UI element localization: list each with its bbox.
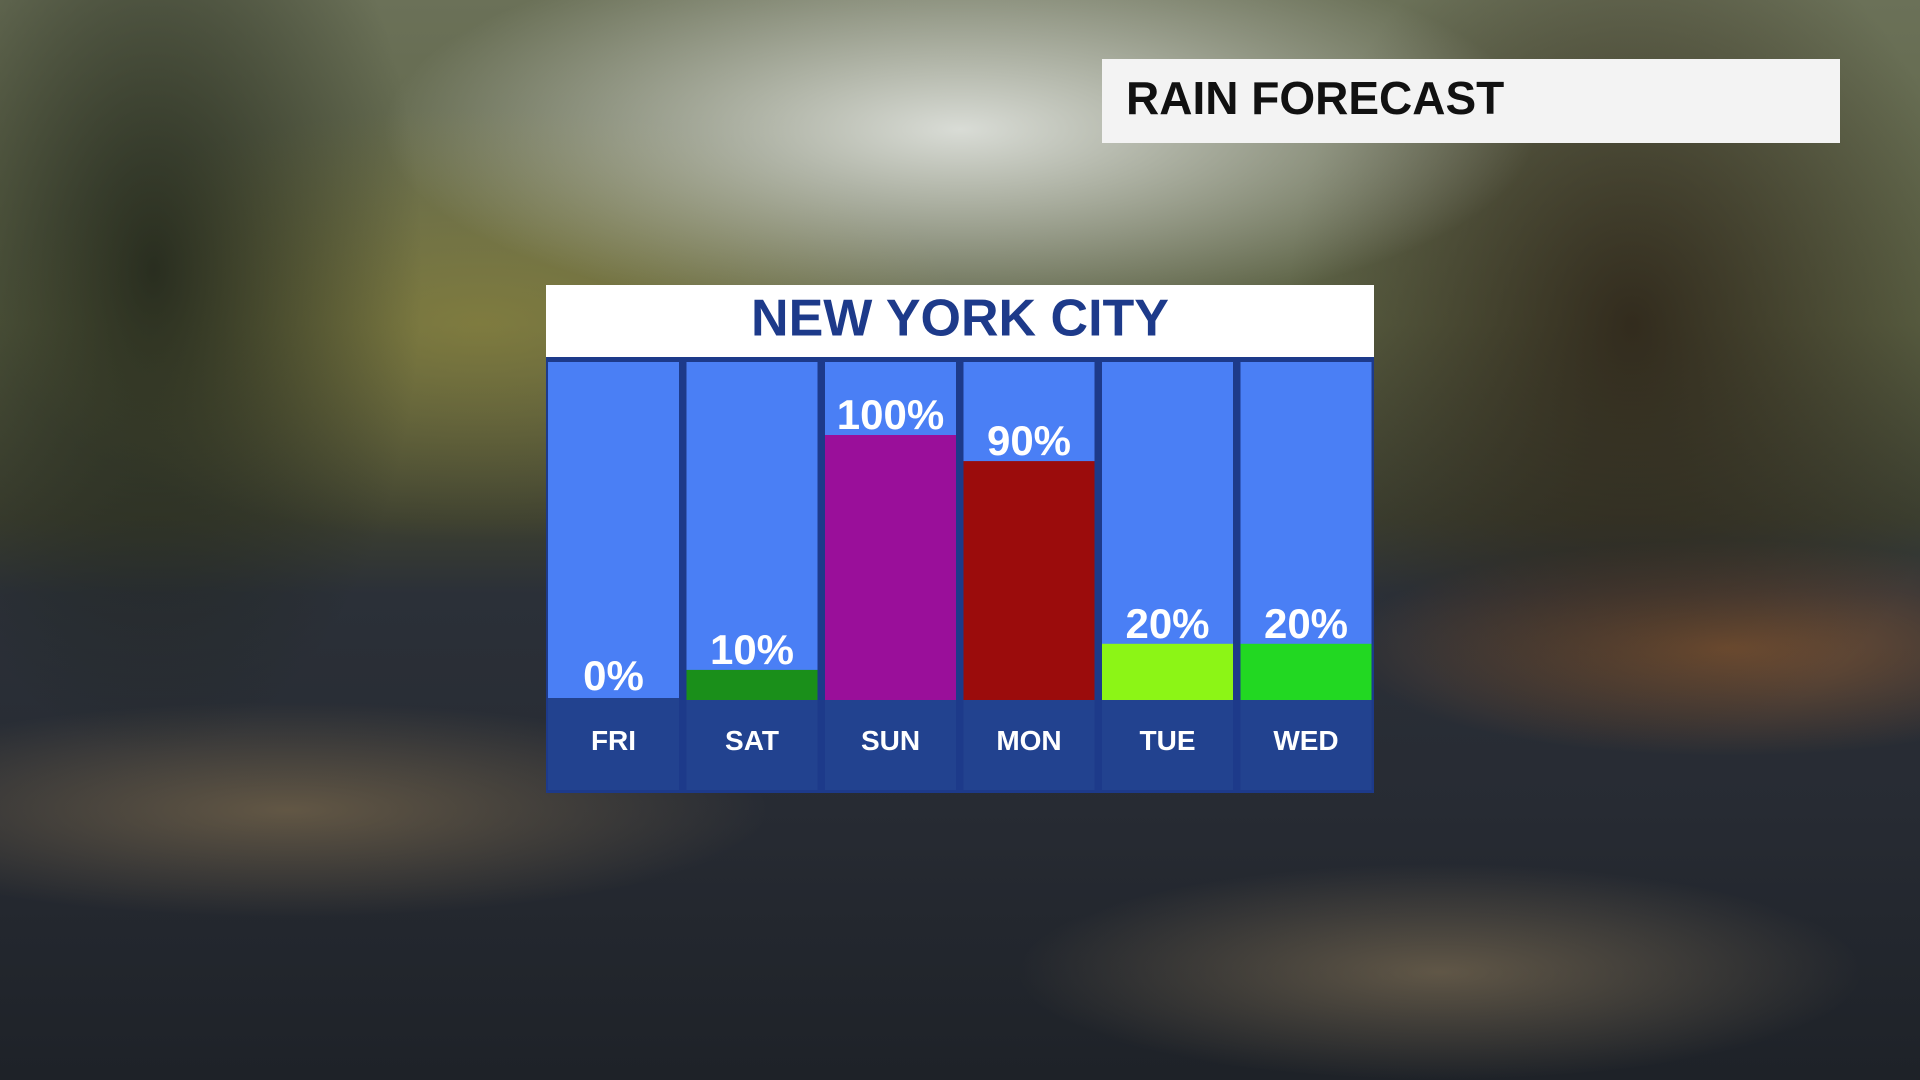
chart-panel (546, 285, 1374, 793)
bar (1102, 643, 1233, 700)
x-tick-label: SUN (861, 725, 920, 756)
value-label: 100% (837, 391, 944, 438)
bar (963, 461, 1095, 700)
column-bg (1102, 362, 1233, 698)
value-label: 90% (987, 417, 1071, 464)
day-band (825, 698, 956, 790)
day-band (1102, 698, 1233, 790)
day-band (686, 698, 818, 790)
x-tick-label: SAT (725, 725, 779, 756)
chart-title: NEW YORK CITY (751, 290, 1169, 348)
day-band (548, 698, 679, 790)
value-label: 20% (1125, 600, 1209, 647)
x-tick-label: FRI (591, 725, 636, 756)
bar (825, 435, 956, 700)
x-tick-label: TUE (1140, 725, 1196, 756)
column-bg (548, 362, 679, 698)
day-band (1240, 698, 1372, 790)
value-label: 20% (1264, 600, 1348, 647)
day-band (963, 698, 1095, 790)
bar (1240, 643, 1372, 700)
columns: 0% FRI 10% SAT 100% SUN 90% MON 20% TUE 20% WED (548, 362, 1372, 790)
value-label: 0% (583, 652, 644, 699)
bar (686, 669, 818, 701)
column-bg (1240, 362, 1372, 698)
header-title: RAIN FORECAST (1126, 72, 1504, 124)
header-box (1102, 59, 1840, 143)
x-tick-label: WED (1273, 725, 1338, 756)
column-bg (686, 362, 818, 698)
x-tick-label: MON (996, 725, 1061, 756)
title-bar (546, 285, 1374, 357)
value-label: 10% (710, 626, 794, 673)
